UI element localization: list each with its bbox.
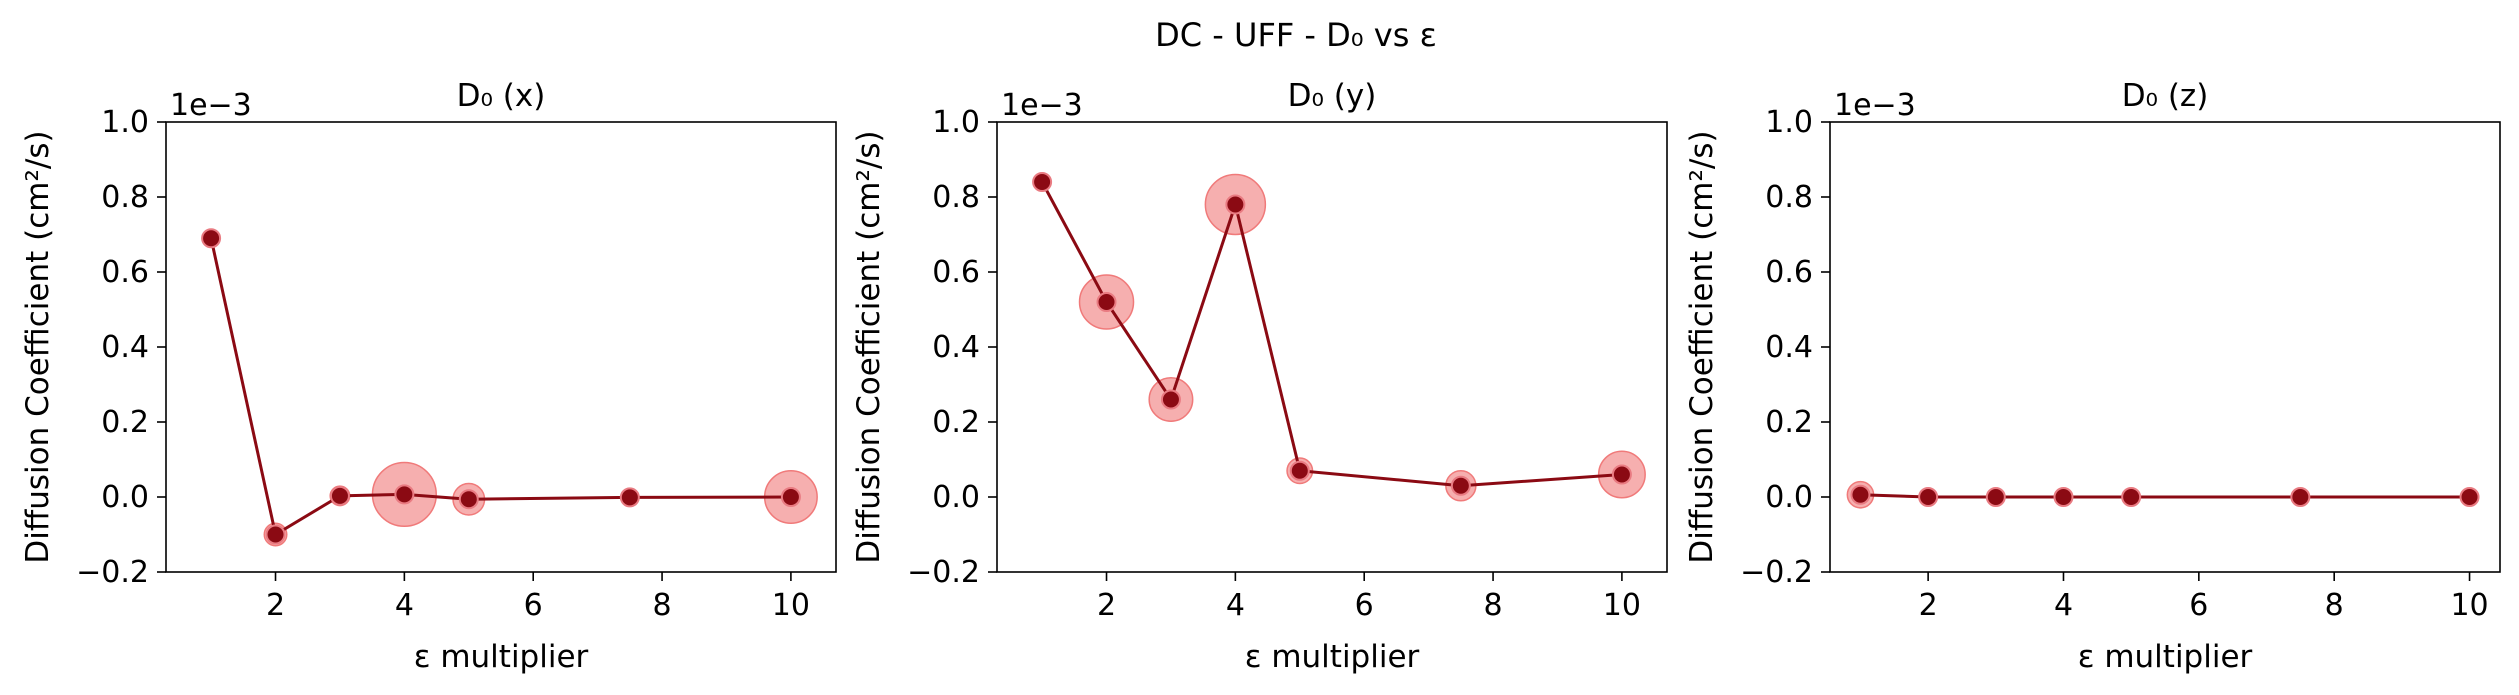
x-tick-label: 2: [1919, 588, 1938, 623]
y-tick-label: −0.2: [907, 555, 980, 590]
x-tick-label: 6: [524, 588, 543, 623]
x-tick-label: 10: [1603, 588, 1641, 623]
panel-title: D₀ (x): [457, 78, 546, 114]
panel-title: D₀ (z): [2122, 78, 2209, 114]
data-point: [1032, 172, 1053, 192]
panel-2: 2 4 6 8 10 −0.2 0.0 0.2 0.4 0.6 0.8 1.0 1e−3 D₀ (y) ε …: [851, 78, 1668, 675]
x-axis-label: ε multiplier: [2078, 639, 2253, 675]
data-point: [458, 489, 479, 510]
data-point: [394, 484, 415, 505]
y-tick-label: 0.6: [101, 255, 149, 290]
x-tick-label: 8: [1484, 588, 1503, 623]
y-tick-label: 0.4: [932, 330, 980, 365]
y-tick-label: 0.6: [1765, 255, 1813, 290]
y-tick-label: 0.4: [101, 330, 149, 365]
x-axis-label: ε multiplier: [414, 639, 589, 675]
y-tick-label: 1.0: [1765, 105, 1813, 140]
y-tick-label: 0.2: [101, 405, 149, 440]
y-axis-label: Diffusion Coefficient (cm²/s): [20, 130, 56, 563]
data-point: [2290, 487, 2311, 507]
data-point: [1225, 194, 1246, 215]
x-axis-label: ε multiplier: [1245, 639, 1420, 675]
data-point: [1918, 487, 1939, 507]
x-tick-label: 4: [395, 588, 414, 623]
data-point: [1450, 475, 1471, 496]
data-point: [1611, 464, 1632, 485]
y-tick-label: 0.6: [932, 255, 980, 290]
data-point: [2459, 487, 2480, 507]
plot-frame: [165, 121, 837, 573]
y-tick-label: −0.2: [1740, 555, 1813, 590]
data-point: [1850, 484, 1871, 505]
data-point: [1096, 292, 1117, 312]
y-tick-label: 0.4: [1765, 330, 1813, 365]
x-tick-label: 4: [1226, 588, 1245, 623]
y-tick-label: 0.8: [932, 180, 980, 215]
panel-1: 2 4 6 8 10 −0.2 0.0 0.2 0.4 0.6 0.8 1.0 1e−3 D₀ (x) ε …: [20, 78, 837, 675]
y-tick-label: 0.2: [1765, 405, 1813, 440]
panel-title: D₀ (y): [1288, 78, 1377, 114]
y-tick-label: 0.0: [932, 480, 980, 515]
y-offset-label: 1e−3: [1001, 88, 1083, 123]
y-tick-label: 0.0: [101, 480, 149, 515]
y-offset-label: 1e−3: [1834, 88, 1916, 123]
figure-title: DC - UFF - D₀ vs ε: [1155, 16, 1437, 54]
y-tick-label: 1.0: [101, 105, 149, 140]
data-point: [780, 487, 801, 507]
y-tick-label: 0.2: [932, 405, 980, 440]
x-tick-label: 10: [772, 588, 810, 623]
y-tick-label: −0.2: [76, 555, 149, 590]
y-offset-label: 1e−3: [170, 88, 252, 123]
panel-3: 2 4 6 8 10 −0.2 0.0 0.2 0.4 0.6 0.8 1.0 1e−3 D₀ (z) ε …: [1684, 78, 2501, 675]
y-axis-label: Diffusion Coefficient (cm²/s): [1684, 130, 1720, 563]
data-point: [1985, 487, 2006, 507]
y-tick-label: 1.0: [932, 105, 980, 140]
data-point: [2121, 487, 2142, 507]
x-tick-label: 10: [2450, 588, 2488, 623]
data-point: [201, 228, 222, 249]
series-line: [1860, 493, 2470, 499]
series-line: [209, 237, 791, 537]
data-point: [265, 524, 286, 545]
x-tick-label: 8: [2325, 588, 2344, 623]
plot-frame: [996, 121, 1668, 573]
y-tick-label: 0.8: [101, 180, 149, 215]
y-axis-label: Diffusion Coefficient (cm²/s): [851, 130, 887, 563]
x-tick-label: 8: [653, 588, 672, 623]
data-point: [1289, 460, 1310, 481]
data-point: [2053, 487, 2074, 507]
data-point: [619, 487, 640, 508]
x-tick-label: 2: [1097, 588, 1116, 623]
series-line: [1040, 181, 1623, 488]
data-point: [329, 485, 350, 506]
y-tick-label: 0.8: [1765, 180, 1813, 215]
data-point: [1160, 389, 1181, 410]
x-tick-label: 6: [1355, 588, 1374, 623]
x-tick-label: 4: [2054, 588, 2073, 623]
x-tick-label: 6: [2189, 588, 2208, 623]
x-tick-label: 2: [266, 588, 285, 623]
y-tick-label: 0.0: [1765, 480, 1813, 515]
